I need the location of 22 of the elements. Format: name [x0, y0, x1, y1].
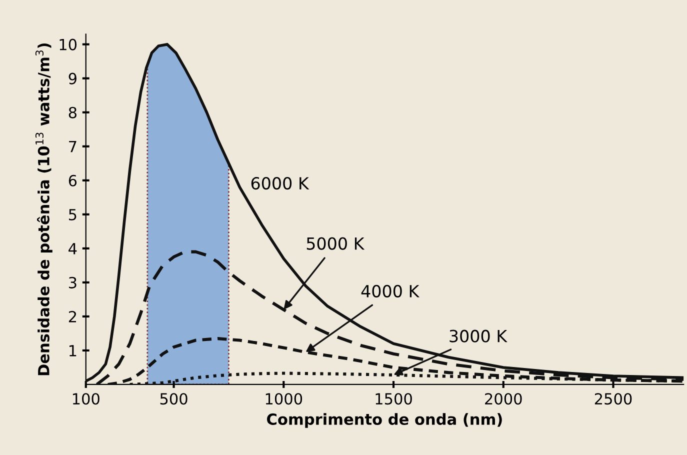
y-tick-label: 9	[68, 72, 76, 84]
annotation: 6000 K	[251, 177, 310, 190]
x-tick-label: 2000	[485, 393, 522, 405]
y-axis-title: Densidade de potência (10$^{13}$ watts/m$^{3}$)	[35, 43, 52, 376]
annotation: 5000 K	[306, 237, 365, 250]
y-tick-label: 8	[68, 106, 76, 118]
x-tick-label: 1000	[266, 393, 302, 405]
y-tick-label: 4	[68, 243, 77, 254]
x-tick-label: 1500	[376, 393, 412, 405]
y-tick-label: 1	[70, 345, 76, 356]
x-tick-label: 100	[72, 393, 100, 405]
y-tick-label: 10	[60, 38, 77, 50]
x-tick-label: 500	[160, 393, 188, 405]
y-tick-label: 2	[68, 310, 76, 322]
x-tick-label: 2500	[594, 393, 632, 405]
y-tick-label: 7	[69, 141, 76, 152]
y-tick-label: 3	[68, 276, 76, 288]
x-axis-title: Comprimento de onda (nm)	[267, 413, 502, 428]
y-tick-label: 6	[68, 174, 77, 186]
annotation: 3000 K	[450, 330, 508, 342]
y-tick-label: 5	[69, 209, 76, 220]
annotation: 4000 K	[361, 284, 420, 298]
